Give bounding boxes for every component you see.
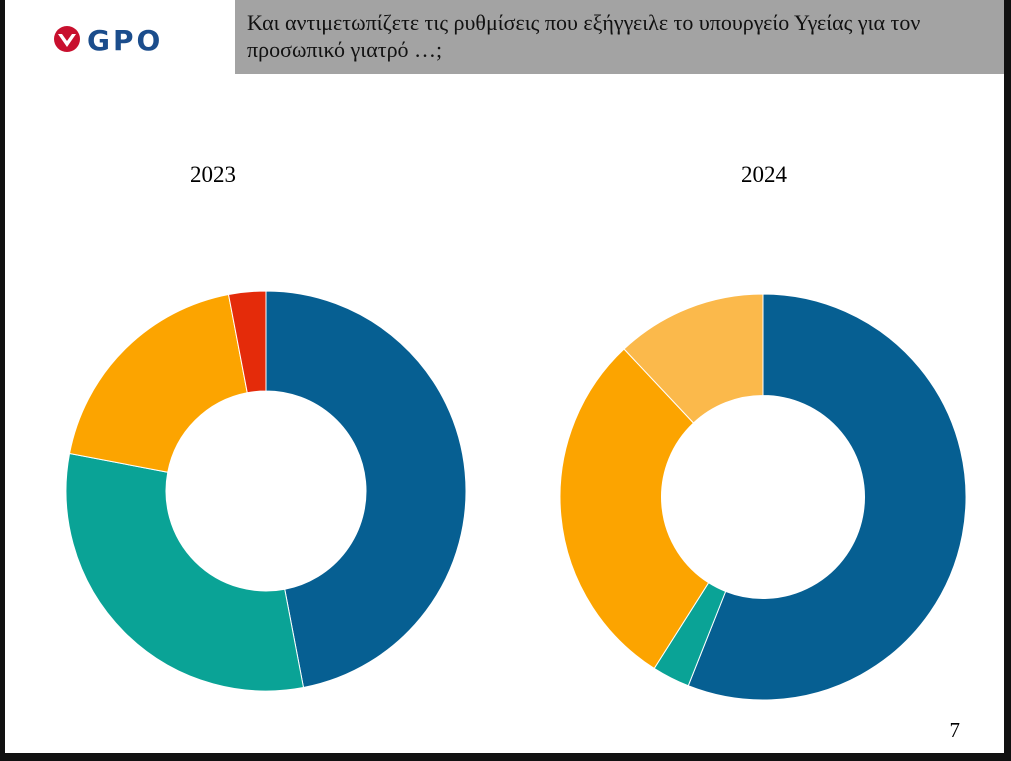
donut-2024-slice-3 [559, 348, 710, 670]
donut-chart-2024 [559, 293, 967, 701]
slide: GPO Και αντιμετωπίζετε τις ρυθμίσεις που… [5, 0, 1004, 753]
donut-chart-2023 [65, 290, 467, 692]
donut-2023-slice-1 [265, 290, 467, 689]
donut-2024-slice-4 [623, 293, 764, 424]
question-text: Και αντιμετωπίζετε τις ρυθμίσεις που εξή… [247, 10, 921, 62]
logo-emblem-mark [58, 34, 76, 47]
question-title: Και αντιμετωπίζετε τις ρυθμίσεις που εξή… [235, 0, 1004, 74]
donut-2024-slice-1 [687, 293, 967, 701]
donut-2023-slice-3 [68, 293, 248, 473]
chart-title-2023: 2023 [190, 162, 236, 187]
logo-emblem [54, 26, 80, 52]
page-number: 7 [949, 718, 961, 742]
chart-title-2024: 2024 [741, 162, 787, 187]
donut-2023-slice-2 [65, 452, 305, 692]
logo-text: GPO [87, 24, 163, 54]
donut-2023-slice-4 [227, 290, 267, 394]
gpo-logo: GPO [54, 24, 163, 54]
